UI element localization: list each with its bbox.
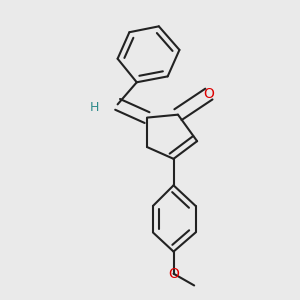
Text: O: O <box>168 267 179 281</box>
Text: O: O <box>203 87 214 101</box>
Text: H: H <box>89 101 99 114</box>
